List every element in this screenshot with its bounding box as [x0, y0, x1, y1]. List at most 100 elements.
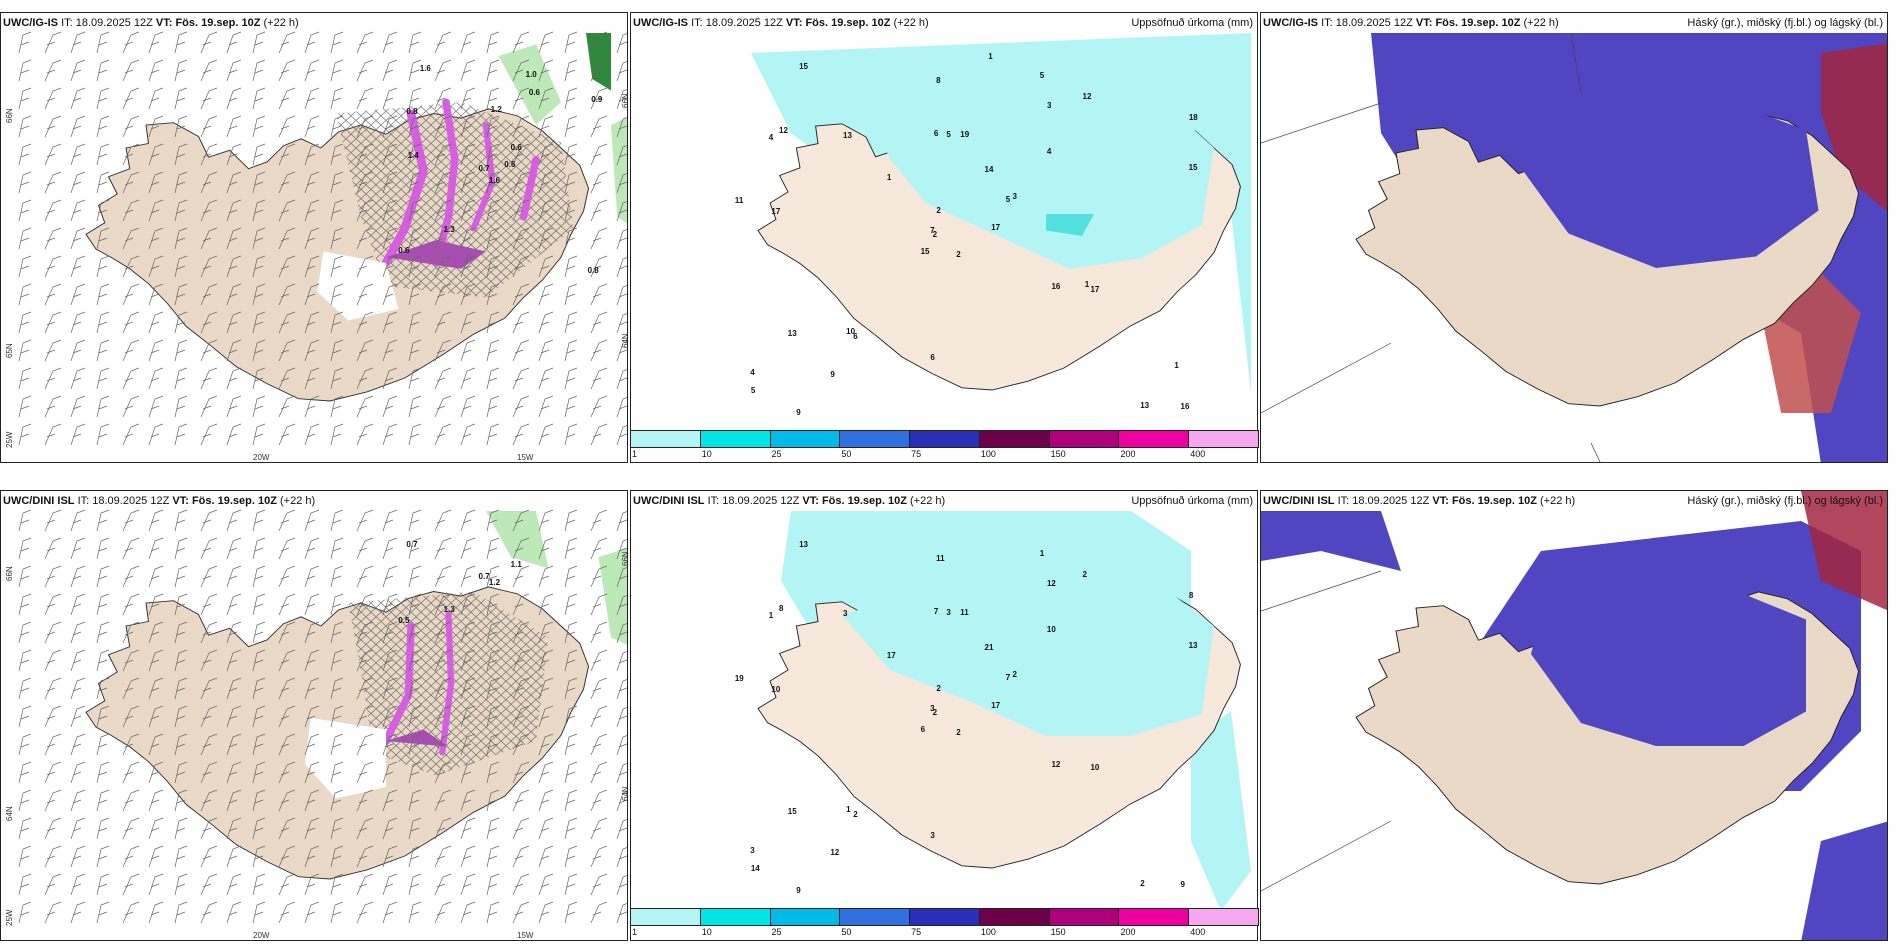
wind-barb: [538, 283, 554, 306]
wind-barb: [590, 873, 608, 896]
wind-barb: [18, 621, 32, 644]
wind-barb: [486, 171, 500, 194]
cloud-map-panel-2: UWC/DINI ISL IT: 18.09.2025 12Z VT: Fös.…: [1260, 490, 1888, 941]
map-value-label: 2: [932, 230, 938, 240]
wind-barb: [356, 733, 374, 756]
legend-tick-label: 75: [911, 449, 922, 459]
wind-barb: [148, 677, 164, 700]
wind-barb: [96, 761, 110, 784]
wind-barb: [538, 817, 554, 840]
wind-barb: [512, 761, 530, 784]
wind-barb: [616, 595, 627, 616]
wind-barb: [590, 311, 608, 334]
wind-barb: [122, 649, 140, 672]
map-value-label: 11: [734, 195, 744, 205]
wind-barb: [408, 565, 422, 588]
wind-barb: [408, 339, 422, 362]
legend-swatch: [839, 430, 911, 448]
wind-barb: [226, 171, 242, 194]
map-value-label: 11: [936, 554, 945, 564]
wind-barb: [460, 677, 476, 700]
wind-barb: [304, 227, 320, 250]
wind-barb: [330, 873, 344, 896]
vt-label: VT:: [1415, 17, 1433, 29]
wind-barb: [200, 593, 218, 616]
wind-barb: [148, 901, 164, 924]
wind-barb: [538, 901, 554, 924]
vt-value: Fös. 19.sep. 10Z: [1435, 17, 1521, 29]
legend-swatch: [769, 430, 841, 448]
wind-barb: [226, 143, 242, 166]
vt-value: Fös. 19.sep. 10Z: [821, 495, 907, 507]
legend-swatch: [909, 908, 980, 926]
wind-barb: [304, 817, 320, 840]
map-value-label: 4: [1046, 146, 1052, 156]
map-value-label: 13: [1140, 401, 1150, 411]
lead-time: (+22 h): [893, 17, 929, 29]
wind-barb: [408, 593, 422, 616]
wind-barb: [278, 509, 296, 532]
map-value-label: 1.3: [443, 604, 455, 614]
wind-barb: [278, 537, 296, 560]
lon-label-20w: 20W: [253, 453, 270, 462]
legend-swatch: [978, 430, 1050, 448]
it-value: 18.09.2025 12Z: [722, 495, 800, 507]
wind-barb: [252, 761, 266, 784]
wind-barb: [408, 537, 422, 560]
map-value-label: 2: [1140, 879, 1145, 889]
wind-barb: [538, 143, 554, 166]
wind-barb: [18, 817, 32, 840]
wind-barb: [564, 31, 578, 54]
wind-barb: [616, 567, 627, 588]
wind-barb: [460, 509, 476, 532]
map-value-label: 0.7: [478, 164, 490, 174]
wind-barb: [44, 87, 62, 110]
wind-barb: [408, 423, 422, 446]
wind-barb: [226, 705, 242, 728]
map-value-label: 0.7: [478, 571, 490, 581]
wind-barb: [616, 229, 627, 250]
wind-barb: [96, 705, 110, 728]
wind-barb: [330, 115, 344, 138]
wind-barb: [252, 593, 266, 616]
vt-label: VT:: [802, 495, 819, 507]
wind-barb: [44, 59, 62, 82]
wind-barb: [96, 311, 110, 334]
wind-barb: [538, 677, 554, 700]
wind-barb: [590, 761, 608, 784]
wind-barb: [538, 509, 554, 532]
wind-barb: [200, 901, 218, 924]
wind-barb: [148, 761, 164, 784]
wind-barb: [356, 227, 374, 250]
wind-barb: [174, 367, 188, 390]
precip-legend-2: 1 10 25 50 75 100 150 200 400: [630, 908, 1259, 938]
legend-tick-label: 200: [1120, 449, 1136, 459]
map-value-label: 0.6: [528, 87, 540, 97]
wind-barb: [200, 59, 218, 82]
vt-value: Fös. 19.sep. 10Z: [805, 17, 891, 29]
map-value-label: 18: [1188, 112, 1198, 122]
wind-barb: [148, 143, 164, 166]
wind-barb: [512, 649, 530, 672]
wind-barb: [512, 621, 530, 644]
panel-header-6: UWC/DINI ISL IT: 18.09.2025 12Z VT: Fös.…: [1261, 491, 1575, 511]
wind-barb: [616, 33, 627, 54]
lon-label-15w: 15W: [517, 453, 534, 462]
wind-barb: [538, 537, 554, 560]
wind-barb: [304, 87, 320, 110]
map-value-label: 1.2: [490, 104, 502, 114]
map-value-label: 8: [779, 603, 784, 613]
wind-barb: [174, 171, 188, 194]
wind-barb: [96, 733, 110, 756]
map-value-label: 2: [936, 205, 941, 215]
map-value-label: 2: [1082, 569, 1087, 579]
wind-barb: [538, 227, 554, 250]
map-value-label: 21: [984, 643, 994, 653]
wind-barb: [408, 115, 422, 138]
wind-barb: [382, 593, 398, 616]
wind-barb: [408, 227, 422, 250]
wind-barb: [616, 201, 627, 222]
wind-barb: [148, 171, 164, 194]
wind-barb: [122, 115, 140, 138]
legend-swatch: [1048, 430, 1120, 448]
